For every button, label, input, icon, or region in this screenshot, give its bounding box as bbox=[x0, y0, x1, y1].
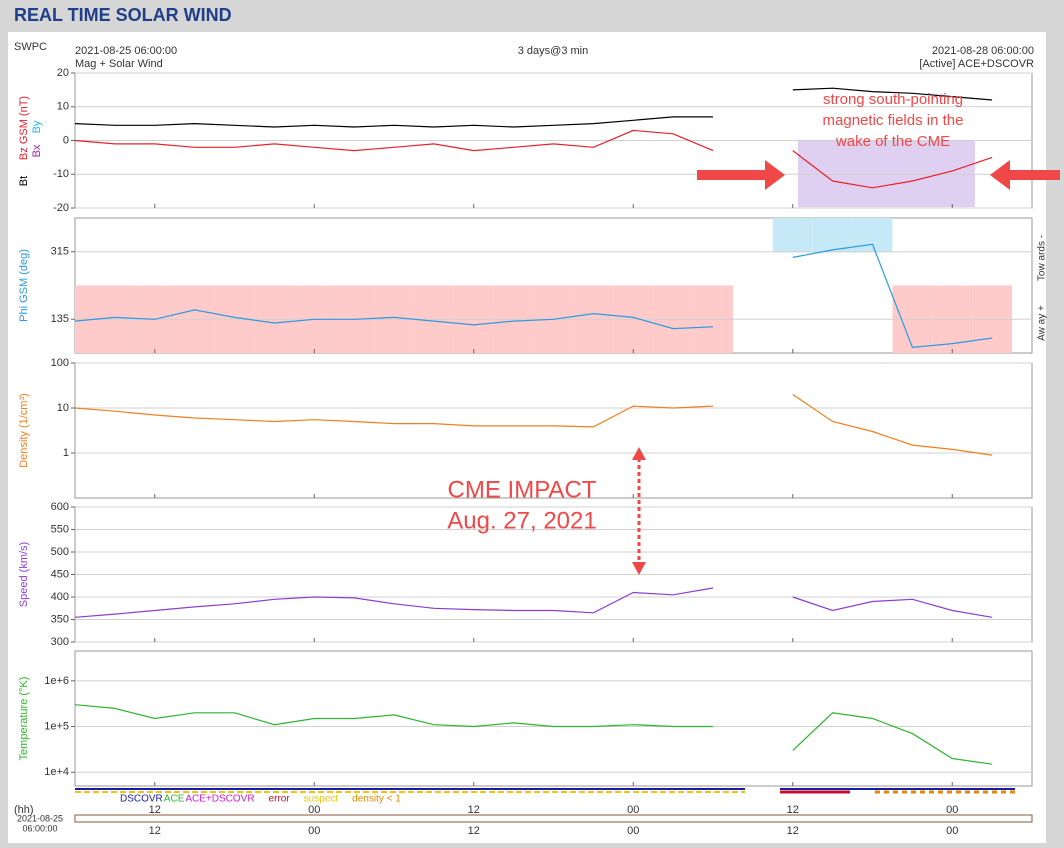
y-tick-label: 20 bbox=[57, 67, 69, 79]
legend-entry: DSCOVR bbox=[120, 794, 163, 805]
product: Mag + Solar Wind bbox=[75, 58, 163, 70]
wake-highlight bbox=[798, 140, 975, 207]
x-tick-label: 00 bbox=[946, 825, 958, 837]
y-tick-label: 10 bbox=[57, 101, 69, 113]
impact-arrow-down bbox=[632, 562, 646, 575]
sector-shade bbox=[852, 218, 893, 253]
panels: -20 -10 0 10 20 Bt Bz GSM (nT) Bx By 135 315 Phi GS… bbox=[18, 67, 1048, 787]
y-tick-label: 1e+6 bbox=[44, 675, 69, 687]
series-line bbox=[74, 87, 993, 128]
y-tick-label: -20 bbox=[53, 202, 69, 214]
impact-note-1: CME IMPACT bbox=[448, 476, 597, 503]
page-title: REAL TIME SOLAR WIND bbox=[14, 5, 232, 25]
spacecraft: [Active] ACE+DSCOVR bbox=[919, 58, 1034, 70]
y-tick-label: 350 bbox=[51, 613, 69, 625]
y-tick-label: 400 bbox=[51, 591, 69, 603]
x-tick-label: 12 bbox=[149, 804, 161, 816]
start-time: 2021-08-25 06:00:00 bbox=[75, 45, 177, 57]
y-axis-label: By bbox=[31, 120, 43, 133]
series-line bbox=[74, 129, 993, 189]
y-axis-label: Bt bbox=[18, 176, 30, 186]
right-label: Tow ards - bbox=[1037, 235, 1048, 281]
impact-note-2: Aug. 27, 2021 bbox=[447, 507, 596, 534]
series-line bbox=[74, 704, 993, 765]
panel-frame bbox=[74, 650, 1033, 787]
start-date: 2021-08-25 bbox=[17, 813, 63, 823]
source: SWPC bbox=[14, 41, 47, 53]
series-line bbox=[74, 394, 993, 456]
time-strip bbox=[74, 814, 1033, 823]
x-tick-label: 00 bbox=[308, 804, 320, 816]
y-axis-label: Temperature (°K) bbox=[18, 677, 30, 761]
y-tick-label: 500 bbox=[51, 546, 69, 558]
arrow-right bbox=[990, 160, 1060, 190]
x-tick-label: 00 bbox=[946, 804, 958, 816]
y-tick-label: 1e+5 bbox=[44, 720, 69, 732]
impact-arrow-up bbox=[632, 447, 646, 460]
legend-entry: error bbox=[269, 794, 291, 805]
y-tick-label: 135 bbox=[51, 313, 69, 325]
end-time: 2021-08-28 06:00:00 bbox=[932, 45, 1034, 57]
y-tick-label: 550 bbox=[51, 523, 69, 535]
y-tick-label: 100 bbox=[51, 357, 69, 369]
legend-entry: ACE+DSCOVR bbox=[185, 794, 254, 805]
sector-shade bbox=[812, 218, 853, 253]
y-tick-label: 300 bbox=[51, 636, 69, 648]
wake-note-2: magnetic fields in the bbox=[823, 112, 964, 129]
y-tick-label: 10 bbox=[57, 402, 69, 414]
time-axis-label: (hh) bbox=[14, 804, 34, 816]
x-tick-label: 00 bbox=[627, 825, 639, 837]
x-tick-label: 12 bbox=[787, 825, 799, 837]
y-tick-label: -10 bbox=[53, 168, 69, 180]
y-tick-label: 450 bbox=[51, 568, 69, 580]
wake-note-3: wake of the CME bbox=[835, 133, 950, 150]
legend-entry: suspect bbox=[304, 794, 339, 805]
y-tick-label: 600 bbox=[51, 501, 69, 513]
y-axis-label: Speed (km/s) bbox=[18, 542, 30, 607]
series-line bbox=[74, 243, 993, 349]
legend-entry: ACE bbox=[164, 794, 185, 805]
y-axis-label: Bz GSM (nT) bbox=[18, 96, 30, 160]
start-clock: 06:00:00 bbox=[22, 823, 57, 833]
x-tick-label: 12 bbox=[787, 804, 799, 816]
series-line bbox=[74, 587, 993, 618]
x-tick-label: 12 bbox=[468, 804, 480, 816]
y-axis-label: Bx bbox=[31, 144, 43, 157]
x-tick-label: 00 bbox=[627, 804, 639, 816]
y-tick-label: 315 bbox=[51, 246, 69, 258]
x-tick-label: 12 bbox=[468, 825, 480, 837]
right-label: Aw ay + bbox=[1037, 305, 1048, 341]
x-tick-label: 12 bbox=[149, 825, 161, 837]
x-tick-label: 00 bbox=[308, 825, 320, 837]
span: 3 days@3 min bbox=[518, 45, 588, 57]
sector-shade bbox=[772, 218, 813, 253]
y-tick-label: 1e+4 bbox=[44, 766, 69, 778]
y-tick-label: 0 bbox=[63, 134, 69, 146]
wake-note-1: strong south-pointing bbox=[823, 91, 963, 108]
y-tick-label: 1 bbox=[63, 447, 69, 459]
arrow-left bbox=[697, 160, 785, 190]
legend-entry: density < 1 bbox=[352, 794, 401, 805]
y-axis-label: Phi GSM (deg) bbox=[18, 249, 30, 322]
y-axis-label: Density (1/cm³) bbox=[18, 393, 30, 468]
